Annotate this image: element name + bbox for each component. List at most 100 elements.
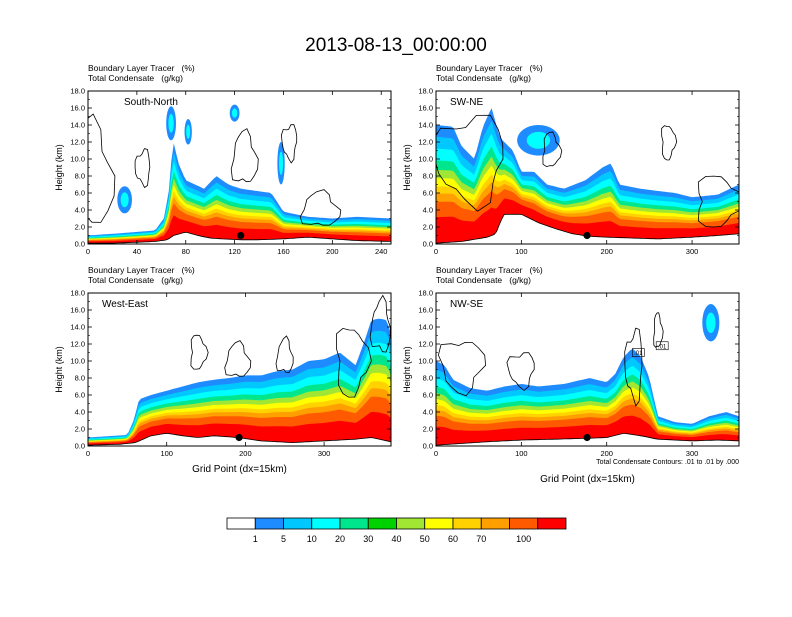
- colorbar-swatch: [339, 517, 369, 530]
- contour-label-box: [631, 348, 645, 357]
- colorbar-tick-label: 50: [420, 534, 430, 544]
- x-tick-label: 0: [86, 247, 90, 256]
- panel-label-tracer: Boundary Layer Tracer (%): [436, 63, 543, 73]
- y-tick-label: 2.0: [423, 425, 433, 434]
- x-tick-label: 120: [228, 247, 241, 256]
- condensate-contour: [436, 114, 504, 212]
- panel-name: West-East: [102, 299, 148, 310]
- y-tick-label: 8.0: [75, 172, 85, 181]
- condensate-contour: [437, 341, 487, 397]
- x-tick-label: 200: [326, 247, 339, 256]
- panel-2: 0.0 2.0 4.0 6.0 8.0 10.0 12.0 14.0 16.0 18.0 0 100 2…: [402, 63, 740, 256]
- y-axis-label: Height (km): [402, 144, 412, 191]
- panel-4: .01 .01 0.0 2.0 4.0 6.0 8.0 10.0 12.0 14.0 16.0 18.…: [402, 265, 740, 485]
- colorbar-swatch: [396, 517, 426, 530]
- location-marker: [237, 231, 245, 240]
- panel-1: 0.0 2.0 4.0 6.0 8.0 10.0 12.0 14.0 16.0 18.0 0 40 80…: [54, 63, 392, 256]
- condensate-contour: [506, 352, 535, 392]
- y-tick-label: 0.0: [423, 442, 433, 451]
- panel-3: 0.0 2.0 4.0 6.0 8.0 10.0 12.0 14.0 16.0 18.0 0 100 2…: [54, 265, 392, 475]
- y-tick-label: 18.0: [70, 289, 85, 298]
- tracer-band-10: [436, 415, 739, 446]
- x-tick-label: 200: [239, 449, 252, 458]
- y-axis-label: Height (km): [54, 346, 64, 393]
- tracer-patch-core: [186, 124, 191, 139]
- x-tick-label: 40: [133, 247, 141, 256]
- panel-label-tracer: Boundary Layer Tracer (%): [88, 63, 195, 73]
- x-tick-label: 160: [277, 247, 290, 256]
- y-tick-label: 4.0: [423, 408, 433, 417]
- y-tick-label: 6.0: [423, 189, 433, 198]
- colorbar-swatch: [452, 517, 482, 530]
- y-tick-label: 10.0: [418, 155, 433, 164]
- panel-label-condensate: Total Condensate (g/kg): [436, 275, 531, 285]
- tracer-patch-core: [168, 113, 174, 133]
- x-tick-label: 300: [686, 247, 699, 256]
- y-tick-label: 18.0: [70, 87, 85, 96]
- y-tick-label: 18.0: [418, 87, 433, 96]
- y-axis-label: Height (km): [402, 346, 412, 393]
- x-axis-label: Grid Point (dx=15km): [540, 474, 635, 485]
- y-tick-label: 12.0: [70, 340, 85, 349]
- panel-label-condensate: Total Condensate (g/kg): [88, 73, 183, 83]
- panel-label-tracer: Boundary Layer Tracer (%): [436, 265, 543, 275]
- plot-area: [436, 108, 739, 244]
- condensate-contour: [661, 125, 678, 161]
- condensate-contour: [299, 189, 342, 226]
- tracer-band-10: [88, 215, 391, 244]
- x-tick-label: 100: [515, 247, 528, 256]
- tracer-patch-core: [231, 108, 238, 118]
- x-tick-label: 80: [182, 247, 190, 256]
- plot-area: .01 .01: [436, 304, 739, 446]
- x-tick-label: 200: [600, 449, 613, 458]
- colorbar-swatch: [311, 517, 341, 530]
- colorbar-tick-label: 30: [363, 534, 373, 544]
- condensate-contour: [224, 340, 252, 377]
- colorbar-swatch: [367, 517, 397, 530]
- y-tick-label: 8.0: [423, 172, 433, 181]
- y-tick-label: 10.0: [70, 357, 85, 366]
- colorbar-tick-label: 40: [391, 534, 401, 544]
- x-tick-label: 300: [318, 449, 331, 458]
- colorbar-tick-label: 100: [516, 534, 531, 544]
- panel-label-condensate: Total Condensate (g/kg): [436, 73, 531, 83]
- condensate-contour: [369, 294, 391, 353]
- condensate-contour: [336, 327, 372, 398]
- y-tick-label: 8.0: [75, 374, 85, 383]
- tracer-patch-core: [120, 192, 129, 208]
- panel-name: South-North: [124, 97, 178, 108]
- x-tick-label: 240: [375, 247, 388, 256]
- terrain: [436, 213, 739, 244]
- x-tick-label: 0: [434, 247, 438, 256]
- panel-label-condensate: Total Condensate (g/kg): [88, 275, 183, 285]
- colorbar-swatch: [226, 517, 256, 530]
- condensate-contour: [624, 327, 643, 407]
- y-tick-label: 16.0: [70, 104, 85, 113]
- y-tick-label: 2.0: [75, 223, 85, 232]
- y-tick-label: 14.0: [418, 121, 433, 130]
- panel-name: NW-SE: [450, 299, 483, 310]
- x-tick-label: 100: [515, 449, 528, 458]
- condensate-contour: [653, 312, 664, 348]
- x-axis-label: Grid Point (dx=15km): [192, 464, 287, 475]
- y-tick-label: 2.0: [423, 223, 433, 232]
- colorbar-swatch: [254, 517, 284, 530]
- y-tick-label: 12.0: [418, 138, 433, 147]
- figure-title: 2013-08-13_00:00:00: [305, 35, 487, 56]
- tracer-patch-core: [706, 312, 716, 334]
- location-marker: [583, 433, 591, 442]
- y-tick-label: 12.0: [418, 340, 433, 349]
- plot-area: [88, 104, 391, 244]
- plot-area: [88, 294, 391, 446]
- contour-footnote: Total Condensate Contours: .01 to .01 by…: [596, 459, 739, 466]
- x-tick-label: 200: [600, 247, 613, 256]
- y-tick-label: 6.0: [423, 391, 433, 400]
- y-tick-label: 2.0: [75, 425, 85, 434]
- y-tick-label: 14.0: [70, 121, 85, 130]
- condensate-contour: [542, 131, 563, 168]
- y-tick-label: 4.0: [423, 206, 433, 215]
- condensate-contour: [697, 175, 739, 228]
- condensate-contour: [230, 128, 259, 183]
- y-tick-label: 16.0: [418, 104, 433, 113]
- x-tick-label: 300: [686, 449, 699, 458]
